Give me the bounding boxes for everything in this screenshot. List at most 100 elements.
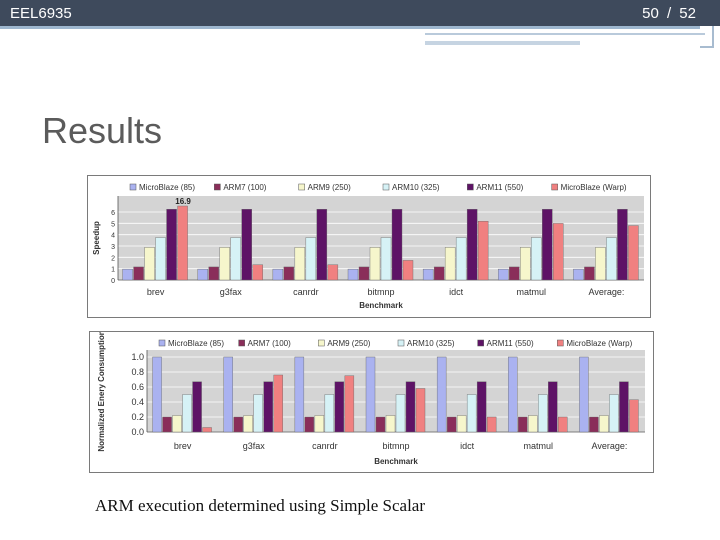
bar [617, 209, 628, 281]
y-tick-label: 0.0 [131, 427, 144, 437]
bar [241, 209, 252, 281]
legend-label: MicroBlaze (Warp) [561, 183, 627, 192]
bar [456, 415, 467, 433]
bar [509, 266, 520, 281]
bar [253, 394, 263, 433]
bar [144, 247, 155, 281]
y-tick-label: 6 [111, 210, 115, 217]
bar [273, 374, 283, 433]
bar [466, 394, 477, 433]
bar [476, 381, 487, 433]
bar [584, 266, 595, 281]
bar [347, 268, 359, 281]
legend-swatch [214, 183, 221, 191]
bar [294, 247, 306, 281]
x-category-label: bitmnp [367, 287, 394, 297]
bar [316, 209, 328, 281]
page-current: 50 [642, 5, 659, 22]
bar [531, 237, 542, 281]
y-tick-label: 0.2 [131, 412, 144, 422]
bar [133, 266, 144, 281]
bar [166, 209, 177, 281]
bar [548, 381, 558, 433]
y-tick-label: 3 [111, 244, 115, 251]
bar [528, 415, 538, 433]
bar [558, 416, 568, 433]
data-annotation: 16.9 [175, 197, 191, 206]
slide-caption: ARM execution determined using Simple Sc… [95, 496, 426, 515]
legend-label: MicroBlaze (85) [139, 183, 195, 192]
y-tick-label: 0.6 [131, 382, 144, 392]
bar [152, 356, 162, 433]
x-category-label: canrdr [293, 287, 319, 297]
bar [334, 381, 345, 433]
legend-label: ARM9 (250) [327, 339, 370, 348]
legend-label: ARM10 (325) [392, 183, 440, 192]
bar [263, 381, 273, 433]
legend-label: MicroBlaze (Warp) [566, 339, 632, 348]
legend-swatch [238, 339, 245, 347]
legend-swatch [318, 339, 325, 347]
y-tick-label: 0.4 [131, 397, 144, 407]
bar [272, 268, 284, 281]
bar [629, 399, 639, 433]
bar [415, 388, 426, 433]
bar [358, 266, 370, 281]
y-tick-label: 0 [111, 278, 115, 285]
bar [391, 209, 403, 281]
bar [177, 205, 188, 281]
x-category-label: g3fax [243, 441, 266, 451]
bar [436, 356, 447, 433]
bar [573, 268, 584, 281]
legend-swatch [557, 339, 564, 347]
legend-label: ARM10 (325) [407, 339, 455, 348]
x-axis-label: Benchmark [374, 457, 418, 466]
header-corner-mark [700, 26, 714, 48]
bar [344, 375, 355, 433]
bar [553, 223, 564, 281]
bar [589, 416, 599, 433]
bar [380, 237, 392, 281]
legend-label: ARM11 (550) [487, 339, 534, 348]
speedup-chart: MicroBlaze (85) ARM7 (100) ARM9 (250) ARM10… [92, 183, 644, 310]
bar [385, 415, 396, 433]
bar [486, 416, 497, 433]
legend-label: ARM7 (100) [248, 339, 291, 348]
x-category-label: idct [460, 441, 475, 451]
bar [619, 381, 629, 433]
bar [182, 394, 192, 433]
bar [197, 268, 208, 281]
bar [455, 237, 467, 281]
bar [542, 209, 553, 281]
bar [422, 268, 434, 281]
energy-chart-frame: MicroBlaze (85) ARM7 (100) ARM9 (250) ARM10… [89, 330, 654, 473]
bar [233, 416, 243, 433]
legend-swatch [158, 339, 166, 347]
bar [369, 247, 381, 281]
y-axis-label: Normalized Enery Consumption [97, 332, 106, 452]
y-tick-label: 5 [111, 221, 115, 228]
legend-label: ARM9 (250) [308, 183, 351, 192]
bar [365, 356, 376, 433]
bar [466, 209, 478, 281]
energy-chart: MicroBlaze (85) ARM7 (100) ARM9 (250) ARM10… [97, 330, 645, 466]
y-tick-label: 4 [111, 233, 115, 240]
page-total: / 52 [666, 5, 696, 22]
bar [304, 416, 315, 433]
bar [305, 237, 317, 281]
legend-label: ARM7 (100) [223, 183, 266, 192]
y-tick-label: 1.0 [131, 352, 144, 362]
legend-swatch [397, 339, 405, 347]
header-stripe-2 [425, 33, 705, 35]
bar [324, 394, 335, 433]
x-category-label: matmul [517, 287, 547, 297]
bar [395, 394, 406, 433]
x-category-label: canrdr [312, 441, 338, 451]
bar [446, 416, 457, 433]
bar [294, 356, 305, 433]
bar [192, 381, 202, 433]
x-category-label: idct [449, 287, 464, 297]
bar [444, 247, 456, 281]
x-axis-label: Benchmark [359, 301, 403, 310]
bar [219, 247, 230, 281]
